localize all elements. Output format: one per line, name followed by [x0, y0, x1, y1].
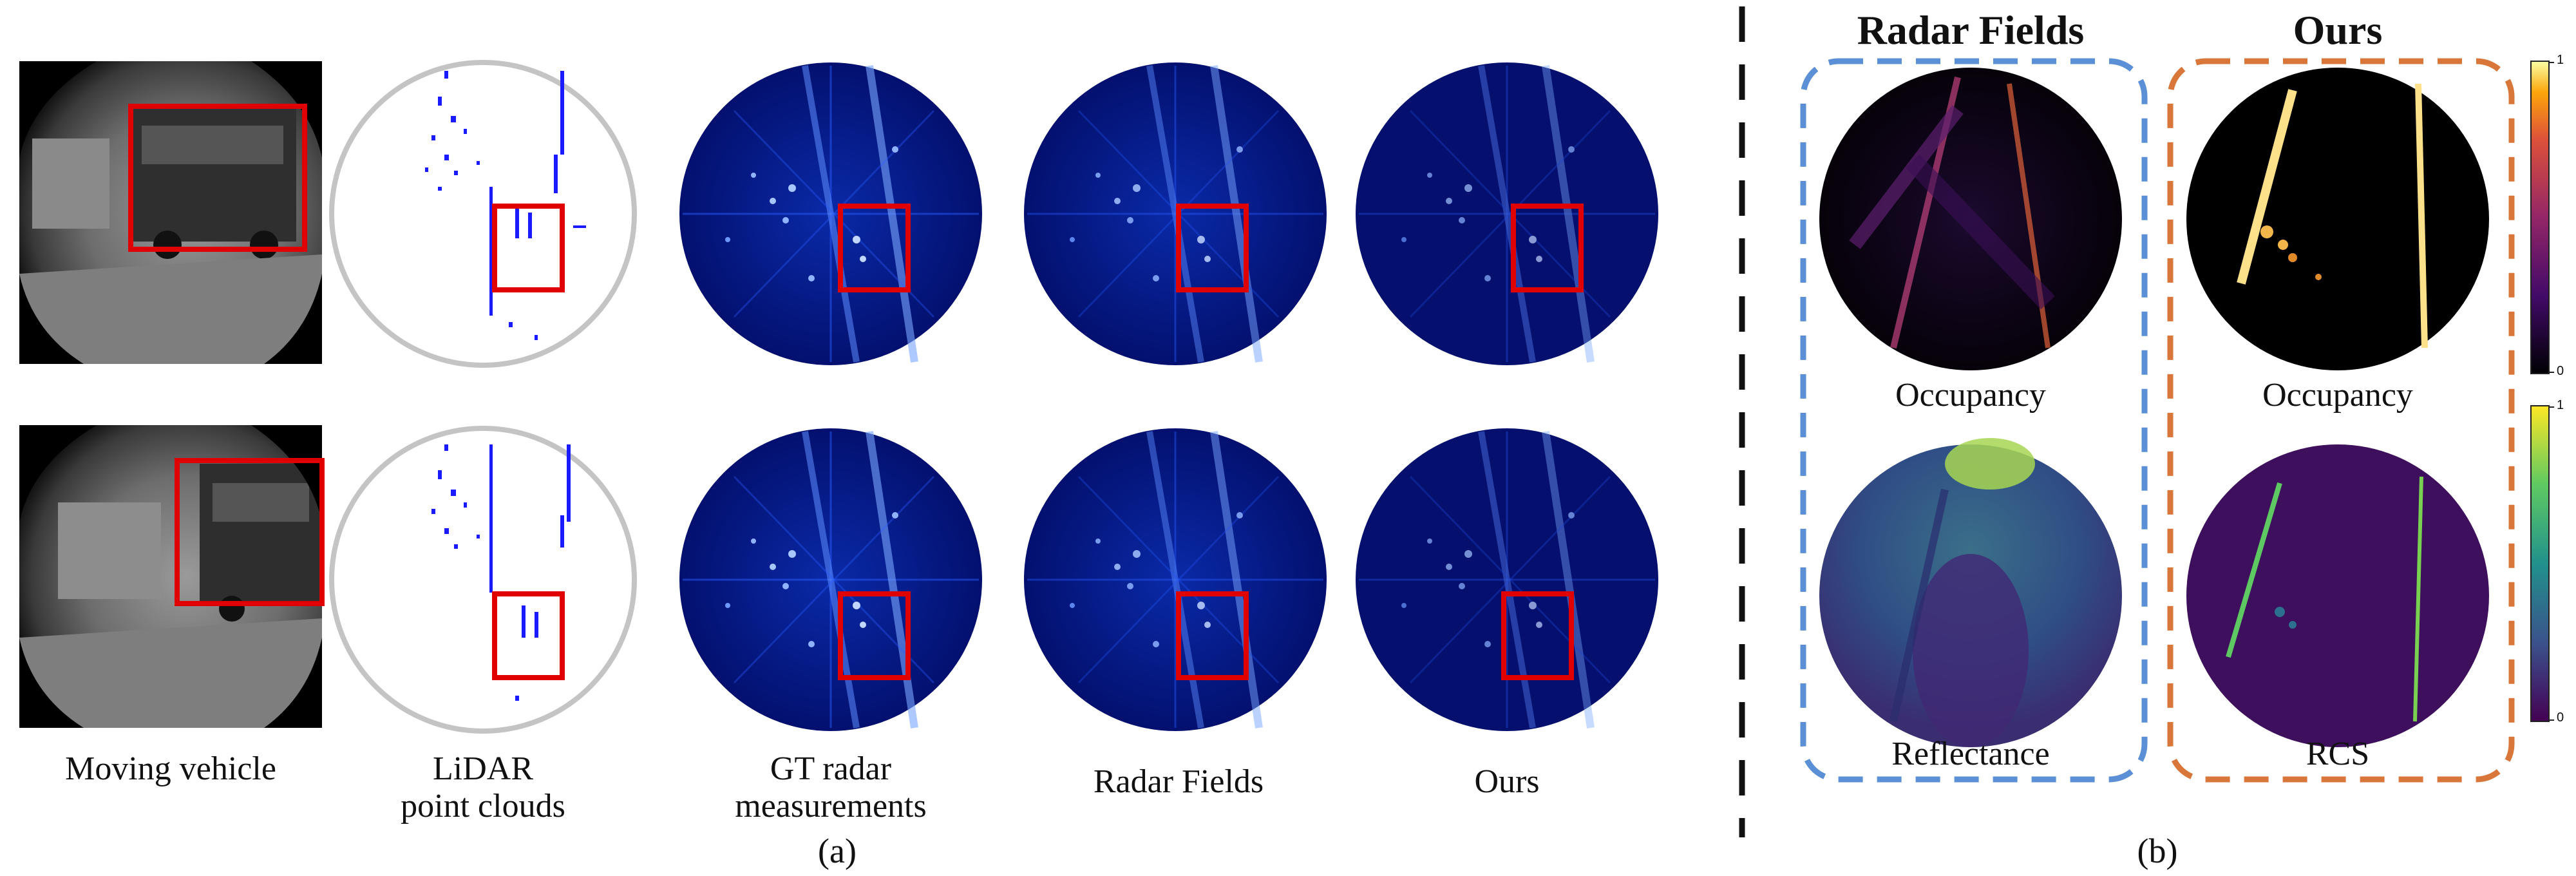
camera-image-row2 [19, 425, 322, 728]
occupancy-radar-fields-map [1819, 68, 2122, 370]
lidar-plot-row2 [329, 426, 637, 734]
colorbar-viridis-min: 0 [2557, 710, 2564, 725]
highlight-box-rf-row1 [1176, 204, 1249, 292]
highlight-box-camera-row1 [128, 104, 307, 252]
label-radar-fields: Radar Fields [1093, 763, 1264, 800]
highlight-box-camera-row2 [175, 458, 325, 606]
reflectance-map [1819, 438, 2122, 747]
occupancy-ours-map [2186, 68, 2489, 370]
colorbar-viridis [2530, 405, 2550, 722]
title-radar-fields: Radar Fields [1857, 7, 2085, 53]
label-reflectance: Reflectance [1891, 736, 2050, 772]
colorbar-inferno-min: 0 [2557, 364, 2564, 378]
radar-fields-frame [1800, 58, 2148, 783]
highlight-box-ours-row2 [1501, 591, 1574, 680]
radar-ours-row2 [1356, 428, 1658, 731]
highlight-box-rf-row2 [1176, 591, 1249, 680]
highlight-box-gt-row1 [838, 204, 911, 292]
lidar-plot-row1 [329, 60, 637, 368]
radar-fields-row2 [1024, 428, 1327, 731]
title-ours: Ours [2293, 7, 2383, 53]
caption-b: (b) [2137, 832, 2178, 870]
radar-gt-row1 [679, 62, 982, 365]
label-occupancy-ours: Occupancy [2262, 377, 2413, 414]
label-occupancy-rf: Occupancy [1895, 377, 2046, 414]
highlight-box-lidar-row1 [492, 204, 565, 292]
colorbar-inferno-max: 1 [2557, 53, 2564, 67]
camera-image-row1 [19, 61, 322, 364]
caption-a: (a) [818, 832, 857, 870]
label-lidar-point-clouds: LiDAR point clouds [401, 750, 565, 824]
radar-gt-row2 [679, 428, 982, 731]
label-rcs: RCS [2306, 736, 2370, 772]
highlight-box-lidar-row2 [492, 591, 565, 680]
label-gt-radar: GT radar measurements [735, 750, 927, 824]
radar-fields-row1 [1024, 62, 1327, 365]
label-moving-vehicle: Moving vehicle [65, 750, 276, 787]
highlight-box-gt-row2 [838, 591, 911, 680]
colorbar-viridis-max: 1 [2557, 398, 2564, 412]
rcs-map [2186, 444, 2489, 747]
colorbar-inferno [2530, 61, 2550, 374]
label-ours: Ours [1474, 763, 1540, 800]
highlight-box-ours-row1 [1511, 204, 1584, 292]
ours-frame [2167, 58, 2515, 783]
radar-ours-row1 [1356, 62, 1658, 365]
